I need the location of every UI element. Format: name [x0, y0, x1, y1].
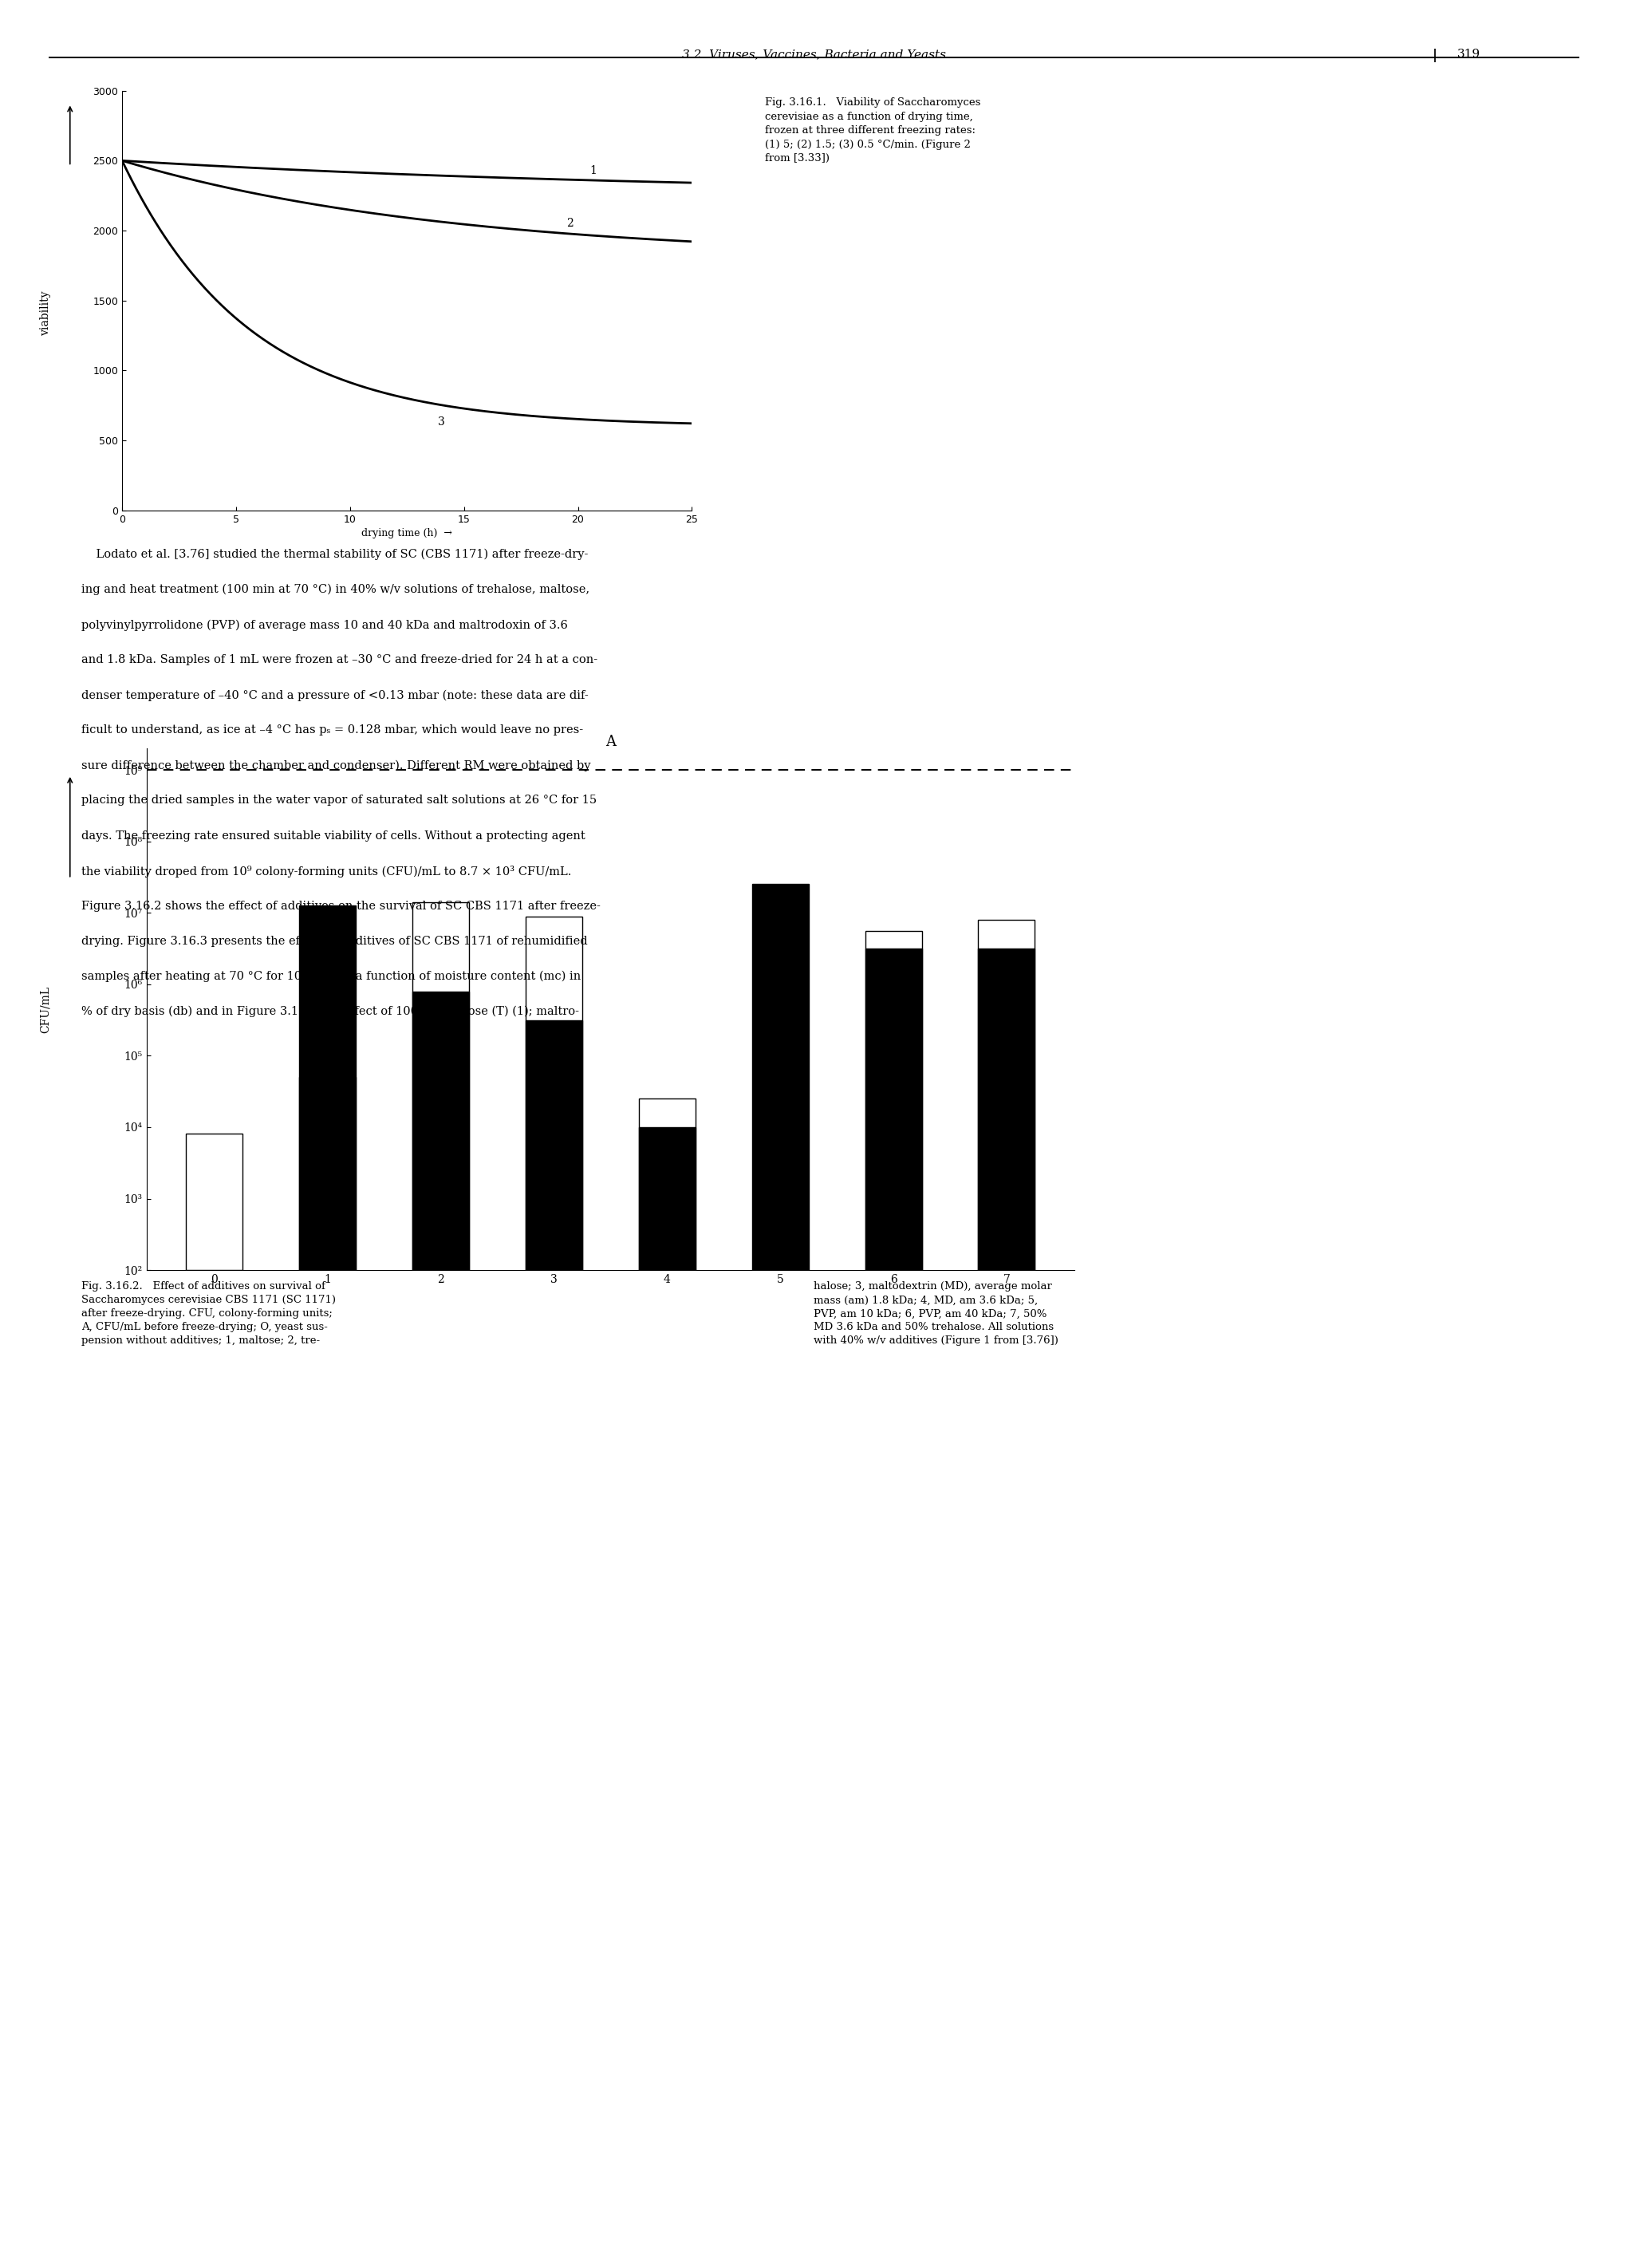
Text: 3: 3: [438, 415, 444, 426]
Bar: [412, 991, 469, 1270]
Text: polyvinylpyrrolidone (PVP) of average mass 10 and 40 kDa and maltrodoxin of 3.6: polyvinylpyrrolidone (PVP) of average ma…: [81, 619, 568, 631]
Text: 319: 319: [1457, 48, 1480, 59]
Text: % of dry basis (db) and in Figure 3.16.4 the effect of 100% trehalose (T) (1); m: % of dry basis (db) and in Figure 3.16.4…: [81, 1007, 580, 1018]
Text: |: |: [1433, 48, 1438, 61]
Bar: [638, 1098, 695, 1270]
Text: 1: 1: [589, 166, 596, 177]
Text: viability: viability: [41, 290, 50, 336]
Bar: [526, 1021, 583, 1270]
Text: Figure 3.16.2 shows the effect of additives on the survival of SC CBS 1171 after: Figure 3.16.2 shows the effect of additi…: [81, 900, 601, 912]
Text: and 1.8 kDa. Samples of 1 mL were frozen at –30 °C and freeze-dried for 24 h at : and 1.8 kDa. Samples of 1 mL were frozen…: [81, 653, 597, 665]
X-axis label: drying time (h)  →: drying time (h) →: [361, 528, 453, 538]
Bar: [300, 1077, 357, 1270]
Text: placing the dried samples in the water vapor of saturated salt solutions at 26 °: placing the dried samples in the water v…: [81, 796, 597, 805]
Text: A: A: [606, 735, 615, 748]
Bar: [978, 948, 1035, 1270]
Text: ing and heat treatment (100 min at 70 °C) in 40% w/v solutions of trehalose, mal: ing and heat treatment (100 min at 70 °C…: [81, 583, 589, 596]
Text: the viability droped from 10⁹ colony-forming units (CFU)/mL to 8.7 × 10³ CFU/mL.: the viability droped from 10⁹ colony-for…: [81, 864, 571, 878]
Bar: [526, 916, 583, 1270]
Bar: [978, 921, 1035, 1270]
Text: 3.2  Viruses, Vaccines, Bacteria and Yeasts: 3.2 Viruses, Vaccines, Bacteria and Yeas…: [682, 48, 946, 59]
Bar: [186, 1134, 243, 1270]
Text: drying. Figure 3.16.3 presents the effect of additives of SC CBS 1171 of rehumid: drying. Figure 3.16.3 presents the effec…: [81, 934, 588, 946]
Bar: [412, 903, 469, 1270]
Bar: [300, 905, 357, 1270]
Text: Fig. 3.16.1.   Viability of Saccharomyces
cerevisiae as a function of drying tim: Fig. 3.16.1. Viability of Saccharomyces …: [765, 98, 980, 163]
Bar: [752, 885, 809, 1270]
Text: days. The freezing rate ensured suitable viability of cells. Without a protectin: days. The freezing rate ensured suitable…: [81, 830, 586, 841]
Text: halose; 3, maltodextrin (MD), average molar
mass (am) 1.8 kDa; 4, MD, am 3.6 kDa: halose; 3, maltodextrin (MD), average mo…: [814, 1281, 1058, 1345]
Bar: [638, 1127, 695, 1270]
Text: ficult to understand, as ice at –4 °C has pₛ = 0.128 mbar, which would leave no : ficult to understand, as ice at –4 °C ha…: [81, 726, 583, 735]
Text: 2: 2: [567, 218, 573, 229]
Text: sure difference between the chamber and condenser). Different RM were obtained b: sure difference between the chamber and …: [81, 760, 591, 771]
Text: CFU/mL: CFU/mL: [41, 987, 50, 1032]
Bar: [864, 948, 921, 1270]
Text: Lodato et al. [3.76] studied the thermal stability of SC (CBS 1171) after freeze: Lodato et al. [3.76] studied the thermal…: [81, 549, 588, 560]
Bar: [864, 930, 921, 1270]
Text: Fig. 3.16.2.   Effect of additives on survival of
Saccharomyces cerevisiae CBS 1: Fig. 3.16.2. Effect of additives on surv…: [81, 1281, 335, 1345]
Text: samples after heating at 70 °C for 100 min as a function of moisture content (mc: samples after heating at 70 °C for 100 m…: [81, 971, 581, 982]
Text: denser temperature of –40 °C and a pressure of <0.13 mbar (note: these data are : denser temperature of –40 °C and a press…: [81, 689, 588, 701]
